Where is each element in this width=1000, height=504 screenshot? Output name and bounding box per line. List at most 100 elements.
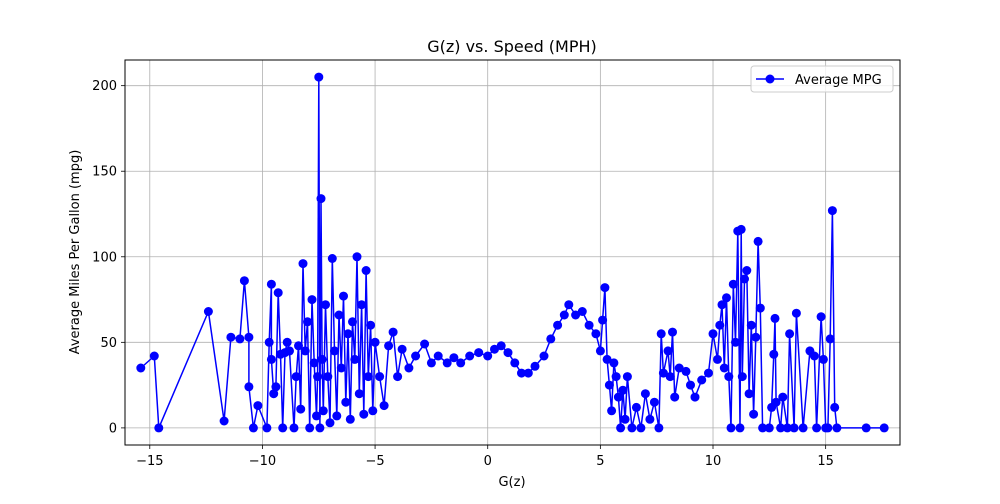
- data-point: [539, 351, 549, 361]
- data-point: [735, 423, 745, 433]
- data-point: [816, 312, 826, 322]
- y-tick-label: 0: [109, 421, 117, 436]
- data-point: [490, 344, 499, 354]
- data-point: [321, 300, 330, 310]
- data-point: [426, 358, 436, 368]
- data-point: [607, 406, 617, 416]
- data-point: [736, 224, 746, 234]
- x-tick-label: −5: [365, 454, 384, 469]
- x-axis: −15 −10 −5 0 5 10 15: [136, 445, 834, 469]
- data-point: [305, 423, 315, 433]
- data-point: [343, 329, 353, 339]
- data-point: [266, 354, 276, 364]
- chart-title: G(z) vs. Speed (MPH): [427, 37, 597, 56]
- data-point: [149, 351, 159, 361]
- data-point: [616, 423, 626, 433]
- data-point: [300, 346, 310, 356]
- data-point: [334, 310, 344, 320]
- data-point: [571, 310, 581, 320]
- data-point: [564, 300, 574, 310]
- data-point: [719, 363, 729, 373]
- data-point: [318, 406, 328, 416]
- data-point: [314, 72, 324, 82]
- data-point: [645, 414, 655, 424]
- data-point: [294, 341, 303, 351]
- plot-area: [125, 60, 900, 445]
- data-point: [728, 279, 738, 289]
- data-point: [631, 402, 641, 412]
- data-point: [248, 423, 258, 433]
- data-point: [370, 337, 380, 347]
- data-point: [663, 346, 673, 356]
- data-point: [770, 313, 780, 323]
- data-point: [658, 368, 668, 378]
- data-point: [523, 368, 533, 378]
- data-point: [388, 327, 398, 337]
- data-point: [690, 392, 700, 402]
- data-point: [465, 351, 475, 361]
- data-point: [420, 339, 430, 349]
- y-axis: 0 50 100 150 200: [92, 79, 125, 436]
- data-point: [253, 401, 263, 411]
- data-point: [611, 372, 621, 382]
- x-tick-label: 0: [484, 454, 492, 469]
- data-point: [312, 411, 321, 421]
- data-point: [226, 332, 236, 342]
- data-point: [584, 320, 594, 330]
- data-point: [375, 372, 385, 382]
- data-point: [812, 423, 822, 433]
- data-point: [751, 332, 761, 342]
- data-point: [235, 334, 245, 344]
- data-point: [316, 194, 326, 204]
- data-point: [546, 334, 556, 344]
- y-tick-label: 50: [100, 336, 117, 351]
- data-point: [782, 423, 792, 433]
- data-point: [591, 329, 601, 339]
- data-point: [823, 423, 833, 433]
- data-point: [393, 372, 403, 382]
- data-point: [697, 375, 707, 385]
- data-point: [668, 327, 677, 337]
- data-point: [503, 348, 513, 358]
- data-point: [219, 416, 229, 426]
- data-point: [832, 423, 842, 433]
- data-point: [602, 354, 612, 364]
- data-point: [740, 274, 749, 284]
- data-point: [789, 423, 799, 433]
- data-point: [649, 397, 659, 407]
- data-point: [352, 252, 362, 262]
- data-point: [553, 320, 563, 330]
- data-point: [686, 380, 695, 390]
- data-point: [433, 351, 443, 361]
- data-point: [665, 372, 675, 382]
- data-point: [510, 358, 520, 368]
- data-point: [262, 423, 272, 433]
- data-point: [609, 358, 619, 368]
- data-point: [266, 279, 276, 289]
- data-point: [313, 372, 323, 382]
- data-point: [339, 291, 348, 301]
- data-point: [717, 300, 727, 310]
- data-point: [708, 329, 718, 339]
- data-point: [309, 358, 319, 368]
- data-point: [798, 423, 808, 433]
- data-point: [604, 380, 614, 390]
- data-point: [203, 307, 213, 316]
- data-point: [830, 402, 840, 412]
- data-point: [315, 423, 325, 433]
- data-point: [746, 320, 756, 330]
- data-point: [357, 300, 367, 310]
- data-point: [323, 372, 333, 382]
- x-tick-label: 5: [596, 454, 604, 469]
- data-point: [285, 346, 294, 356]
- data-point: [726, 423, 736, 433]
- data-point: [136, 363, 146, 373]
- data-point: [670, 392, 680, 402]
- data-point: [341, 397, 351, 407]
- data-point: [627, 423, 637, 433]
- data-point: [345, 414, 355, 424]
- data-point: [239, 276, 249, 286]
- data-point: [296, 404, 306, 414]
